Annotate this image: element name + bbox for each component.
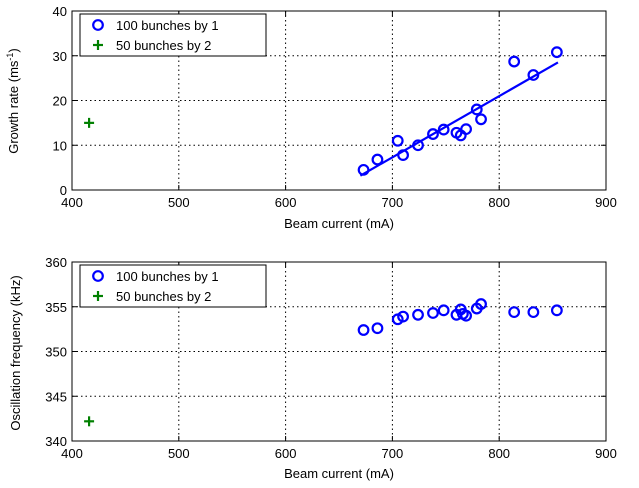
y-tick-label: 360 [45,255,67,270]
data-point-circle-series-1 [437,304,450,317]
data-point-circle-series-1 [357,163,370,176]
chart-2-legend: 100 bunches by 1 50 bunches by 2 [79,264,267,308]
data-point-circle-series-1 [371,153,384,166]
chart-1-axes: 400 500 600 700 800 900 0 10 20 30 40 100 bunches b… [53,4,617,210]
legend-label: 100 bunches by 1 [116,269,219,284]
chart-2-axes: 400 500 600 700 800 900 340 345 350 355 360 100 bun… [45,255,617,461]
data-point-circle-series-1 [397,310,409,323]
data-point-circle-series-1 [357,324,370,336]
chart-oscillation-frequency: Beam current (mA) Oscillation frequency … [8,275,394,481]
data-point-circle-series-1 [412,139,424,152]
data-point-circle-series-1 [475,113,487,126]
data-point-circle-series-1 [527,306,540,319]
legend-marker [93,291,103,301]
data-point-circle-series-1 [427,307,439,319]
data-point-circle-series-1 [460,123,472,136]
data-point-circle-series-1 [460,309,472,322]
chart-1-legend: 100 bunches by 1 50 bunches by 2 [79,13,267,57]
x-tick-label: 500 [168,446,190,461]
chart-1-axes-box [71,10,607,191]
x-tick-label: 800 [488,195,510,210]
data-point-circle-series-1 [427,128,439,140]
data-point-circle-series-1 [470,103,483,116]
chart-growth-rate: Beam current (mA) Growth rate (ms-1) [5,48,394,231]
y-tick-label: 345 [45,389,67,404]
x-tick-label: 700 [382,446,404,461]
chart-2-xlabel: Beam current (mA) [284,466,394,481]
data-point-circle-series-1 [437,123,450,136]
x-tick-label: 500 [168,195,190,210]
y-tick-label: 10 [53,138,67,153]
legend-marker [92,19,104,31]
y-tick-label: 40 [53,4,67,19]
data-point-circle-series-1 [550,304,563,317]
y-tick-label: 0 [60,183,67,198]
legend-marker [92,270,104,282]
y-tick-label: 20 [53,94,67,109]
data-point-circle-series-1 [371,322,384,335]
x-tick-label: 900 [595,195,617,210]
chart-2-ylabel: Oscillation frequency (kHz) [8,275,23,430]
y-tick-label: 30 [53,49,67,64]
legend-label: 50 bunches by 2 [116,289,211,304]
legend-label: 50 bunches by 2 [116,38,211,53]
data-point-circle-series-1 [475,298,487,310]
x-tick-label: 600 [275,195,297,210]
data-point-circle-series-1 [527,69,540,81]
data-point-circle-series-1 [412,308,424,321]
x-tick-label: 400 [61,195,83,210]
x-tick-label: 900 [595,446,617,461]
data-point-circle-series-1 [391,134,404,147]
x-tick-label: 800 [488,446,510,461]
x-tick-label: 400 [61,446,83,461]
chart-2-axes-box [71,261,607,442]
x-tick-label: 700 [382,195,404,210]
fit-line [359,61,559,177]
data-point-circle-series-1 [550,46,563,59]
legend-label: 100 bunches by 1 [116,18,219,33]
x-tick-label: 600 [275,446,297,461]
chart-1-xlabel: Beam current (mA) [284,216,394,231]
legend-box [79,13,267,57]
chart-1-ylabel: Growth rate (ms-1) [5,48,21,154]
data-point-circle-series-1 [397,149,409,161]
y-tick-label: 355 [45,300,67,315]
data-point-plus-series-2 [84,117,95,128]
data-point-circle-series-1 [508,306,521,319]
y-tick-label: 340 [45,434,67,449]
legend-box [79,264,267,308]
data-point-plus-series-2 [84,416,95,427]
data-point-circle-series-1 [508,55,521,68]
y-tick-label: 350 [45,345,67,360]
legend-marker [93,40,103,50]
